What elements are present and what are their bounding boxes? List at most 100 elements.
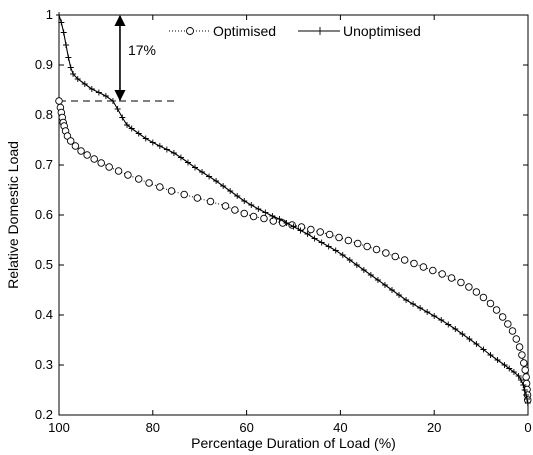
legend-marker-unoptimised xyxy=(316,27,324,35)
data-point-unoptimised xyxy=(515,373,522,379)
data-point-optimised xyxy=(97,159,105,167)
data-point-unoptimised xyxy=(192,164,199,171)
data-point-unoptimised xyxy=(199,169,206,175)
data-point-unoptimised xyxy=(227,188,234,194)
data-point-optimised xyxy=(486,299,495,308)
data-point-unoptimised xyxy=(524,400,531,406)
data-point-unoptimised xyxy=(290,223,297,230)
data-point-optimised xyxy=(363,242,371,251)
data-point-optimised xyxy=(504,320,512,328)
data-point-optimised xyxy=(520,359,528,367)
data-point-unoptimised xyxy=(128,125,135,132)
series-layer xyxy=(55,12,532,406)
data-point-unoptimised xyxy=(109,98,116,104)
data-point-optimised xyxy=(372,245,381,254)
y-tick-label: 0.3 xyxy=(35,357,53,372)
data-point-unoptimised xyxy=(88,86,95,92)
legend-label-unoptimised: Unoptimised xyxy=(343,23,421,39)
plot-axes xyxy=(58,14,529,416)
data-point-optimised xyxy=(134,175,143,183)
y-tick-label: 0.5 xyxy=(35,257,53,272)
data-point-unoptimised xyxy=(269,213,276,219)
data-point-unoptimised xyxy=(523,392,530,398)
data-point-optimised xyxy=(167,187,176,195)
data-point-unoptimised xyxy=(353,262,360,268)
data-point-unoptimised xyxy=(262,209,269,216)
data-point-unoptimised xyxy=(255,206,262,212)
data-point-unoptimised xyxy=(517,377,524,383)
data-point-unoptimised xyxy=(213,178,220,184)
data-point-unoptimised xyxy=(67,64,74,71)
data-point-optimised xyxy=(522,373,530,381)
x-axis-ticks: 100 80 60 40 20 0 xyxy=(48,15,532,435)
data-point-optimised xyxy=(145,179,153,187)
data-point-optimised xyxy=(410,259,418,268)
data-point-unoptimised xyxy=(520,382,527,388)
data-point-unoptimised xyxy=(466,336,473,342)
y-tick-label: 0.7 xyxy=(35,157,53,172)
data-point-optimised xyxy=(71,142,80,150)
x-tick-label: 100 xyxy=(48,420,70,435)
data-point-unoptimised xyxy=(95,89,102,96)
data-point-unoptimised xyxy=(360,267,367,273)
data-point-unoptimised xyxy=(424,309,431,315)
data-point-optimised xyxy=(391,252,400,261)
data-point-unoptimised xyxy=(241,198,248,204)
data-point-optimised xyxy=(508,327,517,335)
data-point-unoptimised xyxy=(65,54,72,61)
data-point-unoptimised xyxy=(339,252,346,258)
data-point-optimised xyxy=(515,343,524,351)
series-optimised xyxy=(55,97,532,404)
data-point-unoptimised xyxy=(276,216,283,222)
series-line-unoptimised xyxy=(58,14,529,404)
data-point-unoptimised xyxy=(438,317,445,323)
data-point-unoptimised xyxy=(135,130,142,137)
data-point-unoptimised xyxy=(367,272,374,278)
data-point-unoptimised xyxy=(63,42,70,48)
data-point-optimised xyxy=(249,212,258,221)
data-point-optimised xyxy=(429,266,437,275)
annotations: 17% xyxy=(59,14,177,102)
data-point-optimised xyxy=(335,233,343,242)
data-point-unoptimised xyxy=(445,321,452,328)
data-point-optimised xyxy=(260,214,268,223)
data-point-optimised xyxy=(512,335,521,343)
data-point-optimised xyxy=(518,351,526,359)
data-point-unoptimised xyxy=(206,173,213,180)
data-point-unoptimised xyxy=(459,331,466,337)
data-point-optimised xyxy=(240,209,249,218)
data-point-unoptimised xyxy=(177,154,184,161)
data-point-unoptimised xyxy=(403,297,410,303)
data-point-optimised xyxy=(231,206,239,214)
data-point-unoptimised xyxy=(521,387,528,393)
data-point-unoptimised xyxy=(142,135,149,142)
data-point-unoptimised xyxy=(283,220,290,226)
data-point-optimised xyxy=(307,225,315,234)
data-point-optimised xyxy=(419,263,428,271)
data-point-unoptimised xyxy=(318,239,325,246)
y-axis-label: Relative Domestic Load xyxy=(5,141,21,289)
data-point-optimised xyxy=(382,249,390,257)
data-point-unoptimised xyxy=(506,365,513,372)
data-point-unoptimised xyxy=(220,183,227,189)
data-point-unoptimised xyxy=(480,346,487,353)
data-point-unoptimised xyxy=(487,352,494,358)
x-axis-label: Percentage Duration of Load (%) xyxy=(191,435,396,451)
legend: Optimised Unoptimised xyxy=(169,23,421,39)
y-tick-label: 1 xyxy=(46,7,53,22)
data-point-optimised xyxy=(105,163,113,171)
x-tick-label: 40 xyxy=(333,420,347,435)
series-unoptimised xyxy=(56,12,531,406)
data-point-unoptimised xyxy=(114,106,121,112)
data-point-optimised xyxy=(156,183,164,191)
annotation-label: 17% xyxy=(128,42,156,58)
data-point-optimised xyxy=(193,194,202,202)
data-point-unoptimised xyxy=(501,362,508,368)
data-point-optimised xyxy=(55,97,63,105)
y-tick-label: 0.2 xyxy=(35,407,53,422)
data-point-optimised xyxy=(180,190,188,199)
data-point-unoptimised xyxy=(332,247,339,254)
data-point-unoptimised xyxy=(510,369,517,375)
data-point-optimised xyxy=(472,288,481,296)
